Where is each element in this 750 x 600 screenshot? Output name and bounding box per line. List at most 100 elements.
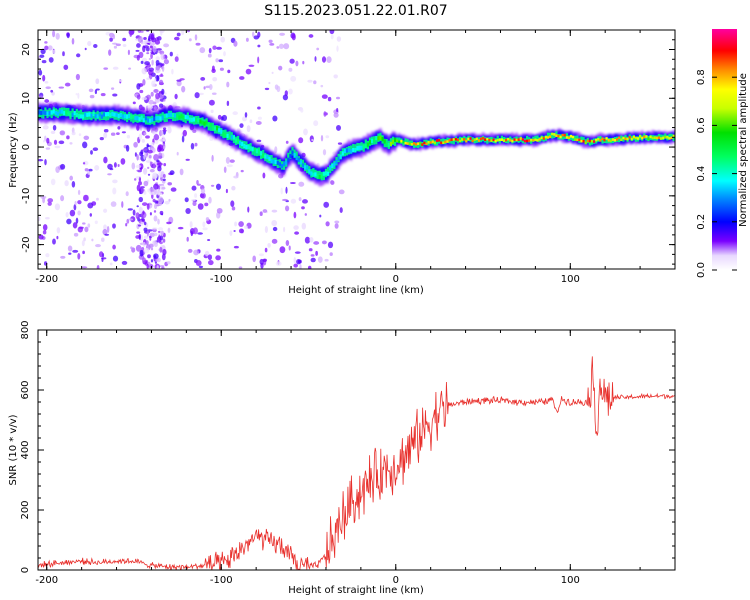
heatmap-ridge-cell [322, 171, 325, 181]
heatmap-noise-cell [138, 207, 144, 214]
heatmap-noise-cell [59, 130, 66, 136]
heatmap-ridge-cell [320, 174, 323, 179]
heatmap-noise-cell [44, 45, 49, 51]
heatmap-ridge-cell [502, 139, 506, 142]
heatmap-noise-cell [38, 56, 41, 60]
heatmap-ridge-cell [572, 135, 575, 139]
heatmap-noise-cell [194, 142, 198, 147]
heatmap-noise-cell [194, 193, 198, 198]
heatmap-noise-cell [304, 213, 307, 216]
heatmap-ridge-cell [58, 109, 62, 114]
heatmap-ridge-cell [92, 111, 95, 117]
heatmap-y-tick-label: -10 [21, 188, 32, 204]
heatmap-ridge-cell [569, 135, 573, 138]
heatmap-noise-cell [109, 262, 113, 266]
heatmap-ridge-cell [528, 139, 531, 142]
heatmap-noise-cell [291, 33, 296, 41]
heatmap-noise-cell [122, 43, 127, 48]
heatmap-noise-cell [143, 247, 150, 254]
heatmap-noise-cell [268, 39, 273, 43]
heatmap-ridge-cell [672, 134, 675, 138]
heatmap-noise-cell [107, 173, 112, 176]
heatmap-noise-cell [171, 68, 174, 75]
heatmap-ridge-cell [446, 140, 449, 143]
heatmap-noise-cell [188, 38, 192, 42]
heatmap-noise-cell [257, 56, 260, 64]
heatmap-ridge-cell [458, 139, 462, 143]
heatmap-noise-cell [121, 201, 124, 208]
heatmap-noise-cell [260, 262, 264, 269]
heatmap-ridge-cell [188, 117, 191, 122]
heatmap-ridge-cell [655, 136, 658, 140]
heatmap-noise-cell [310, 257, 316, 263]
heatmap-noise-cell [121, 260, 128, 265]
heatmap-noise-cell [151, 37, 157, 43]
heatmap-noise-cell [135, 212, 140, 220]
heatmap-noise-cell [60, 255, 66, 259]
heatmap-noise-cell [184, 197, 189, 203]
heatmap-ridge-cell [412, 142, 416, 148]
heatmap-ridge-cell [98, 112, 101, 117]
heatmap-noise-cell [81, 240, 85, 247]
heatmap-noise-cell [135, 49, 140, 52]
heatmap-noise-cell [202, 227, 208, 231]
heatmap-ridge-cell [331, 163, 334, 168]
heatmap-ridge-cell [446, 137, 449, 143]
heatmap-ridge-cell [660, 134, 663, 140]
heatmap-ridge-cell [222, 132, 225, 137]
heatmap-noise-cell [209, 83, 213, 91]
heatmap-ridge-cell [557, 134, 560, 138]
heatmap-noise-cell [219, 67, 224, 71]
heatmap-noise-cell [185, 207, 191, 215]
snr-x-label: Height of straight line (km) [288, 585, 424, 596]
heatmap-noise-cell [134, 152, 137, 157]
heatmap-noise-cell [332, 151, 337, 155]
heatmap-ridge-cell [132, 114, 135, 124]
heatmap-ridge-cell [630, 137, 633, 141]
heatmap-ridge-cell [406, 139, 409, 145]
heatmap-ridge-cell [312, 172, 315, 177]
snr-x-tick-label: -100 [210, 575, 233, 586]
heatmap-noise-cell [153, 183, 159, 190]
heatmap-noise-cell [54, 203, 61, 211]
heatmap-ridge-cell [396, 139, 399, 143]
heatmap-ridge-cell [546, 136, 550, 139]
heatmap-ridge-cell [559, 135, 562, 139]
heatmap-ridge-cell [425, 139, 428, 145]
heatmap-noise-cell [150, 247, 154, 251]
heatmap-noise-cell [333, 74, 338, 79]
heatmap-noise-cell [142, 202, 148, 206]
heatmap-ridge-cell [494, 139, 497, 143]
heatmap-noise-cell [140, 60, 144, 64]
heatmap-noise-cell [64, 180, 69, 187]
heatmap-noise-cell [283, 43, 290, 50]
heatmap-noise-cell [197, 183, 201, 186]
heatmap-ridge-cell [63, 111, 66, 116]
heatmap-noise-cell [233, 40, 238, 47]
heatmap-ridge-cell [450, 138, 453, 144]
heatmap-noise-cell [169, 51, 173, 57]
heatmap-noise-cell [293, 263, 298, 268]
heatmap-ridge-cell [601, 137, 604, 140]
heatmap-noise-cell [167, 182, 173, 186]
heatmap-ridge-cell [534, 138, 537, 142]
heatmap-noise-cell [321, 94, 328, 99]
heatmap-ridge-cell [174, 113, 177, 118]
heatmap-ridge-layer [38, 109, 675, 180]
heatmap-ridge-cell [237, 139, 240, 144]
heatmap-ridge-cell [425, 142, 428, 146]
heatmap-noise-cell [141, 41, 145, 45]
heatmap-noise-cell [77, 210, 81, 216]
heatmap-ridge-cell [402, 140, 405, 144]
heatmap-ridge-cell [153, 116, 156, 126]
heatmap-ridge-cell [429, 138, 432, 144]
heatmap-noise-cell [151, 227, 158, 230]
heatmap-noise-cell [166, 221, 172, 225]
heatmap-noise-cell [103, 156, 108, 164]
heatmap-noise-cell [84, 226, 89, 233]
heatmap-noise-cell [155, 56, 160, 61]
heatmap-noise-cell [207, 238, 211, 242]
heatmap-ridge-cell [82, 114, 85, 119]
heatmap-noise-cell [176, 80, 182, 87]
heatmap-ridge-cell [341, 151, 344, 156]
